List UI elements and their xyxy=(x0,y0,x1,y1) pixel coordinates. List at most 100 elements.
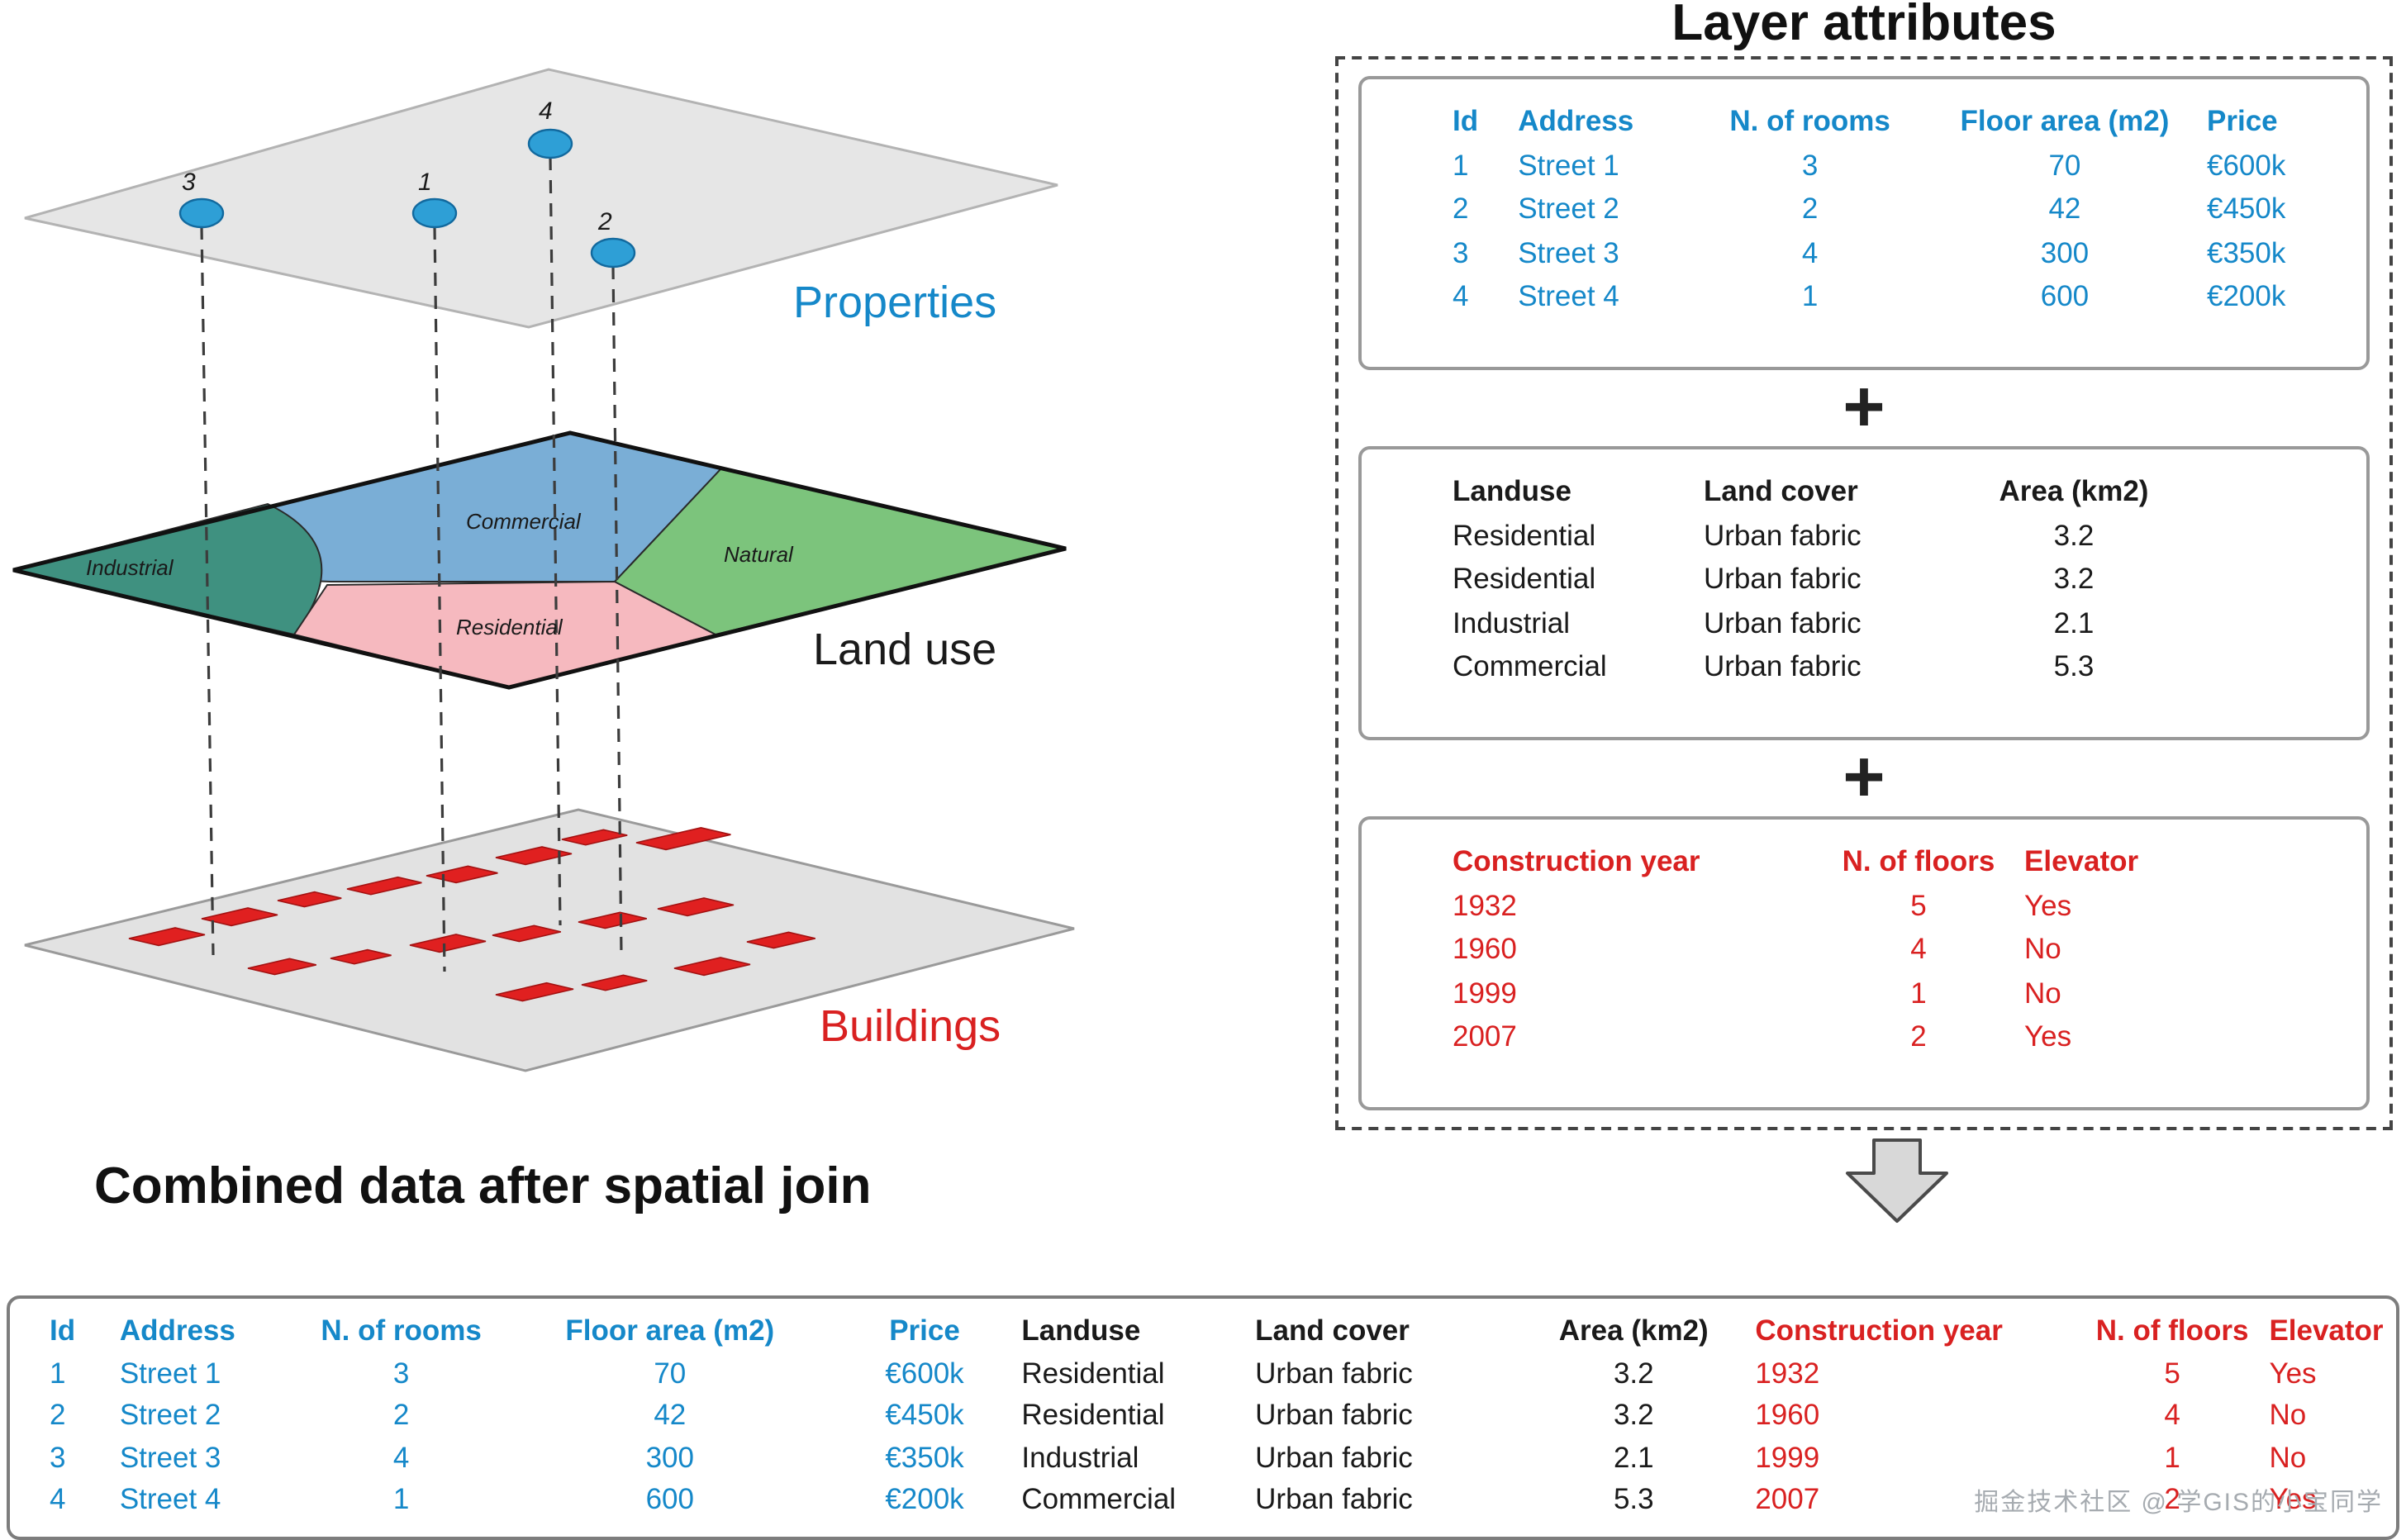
building-footprint xyxy=(330,948,392,965)
table-cell: 300 xyxy=(645,1440,694,1473)
table-cell: Urban fabric xyxy=(1255,1398,1413,1431)
table-cell: 3.2 xyxy=(2053,518,2095,551)
table-cell: 4 xyxy=(1801,235,1819,269)
table-cell: 1 xyxy=(1801,279,1819,312)
table-cell: Urban fabric xyxy=(1704,518,1862,551)
column-header: Landuse xyxy=(1453,474,1572,507)
table-cell: Yes xyxy=(2024,1020,2072,1053)
table-cell: 4 xyxy=(50,1482,66,1515)
property-point xyxy=(527,128,573,159)
column-header: Elevator xyxy=(2269,1314,2384,1347)
plus-sign: + xyxy=(1843,737,1885,818)
table-cell: 4 xyxy=(2164,1398,2180,1431)
table-cell: 1 xyxy=(2164,1440,2180,1473)
table-cell: €350k xyxy=(2207,235,2286,269)
table-cell: Street 3 xyxy=(1518,235,1619,269)
buildings-layer-label: Buildings xyxy=(820,1001,1001,1051)
table-cell: 2 xyxy=(1910,1020,1927,1053)
table-cell: Urban fabric xyxy=(1255,1356,1413,1389)
table-cell: 1 xyxy=(1453,148,1469,181)
table-cell: 3 xyxy=(1801,148,1819,181)
table-cell: €200k xyxy=(885,1482,964,1515)
table-row: Industrial Urban fabric 2.1 xyxy=(1453,601,2176,644)
table-cell: €450k xyxy=(885,1398,964,1431)
region-label-industrial: Industrial xyxy=(86,555,174,580)
building-footprint xyxy=(746,931,815,949)
table-cell: €600k xyxy=(2207,148,2286,181)
table-cell: 2.1 xyxy=(2053,606,2095,639)
column-header: N. of rooms xyxy=(321,1314,482,1347)
table-cell: Urban fabric xyxy=(1704,562,1862,595)
table-row: Commercial Urban fabric 5.3 xyxy=(1453,644,2176,688)
column-header: Id xyxy=(50,1314,76,1347)
table-row: Residential Urban fabric 3.2 xyxy=(1453,557,2176,601)
table-cell: 42 xyxy=(2048,192,2081,225)
layer-attributes-box: Id Address N. of rooms Floor area (m2) Price… xyxy=(1335,56,2393,1130)
plus-sign: + xyxy=(1843,367,1885,448)
region-label-commercial: Commercial xyxy=(466,509,582,534)
table-cell: 1 xyxy=(50,1356,66,1389)
table-cell: 4 xyxy=(392,1440,410,1473)
column-header: Land cover xyxy=(1255,1314,1410,1347)
region-label-natural: Natural xyxy=(724,542,794,567)
table-cell: 2.1 xyxy=(1613,1440,1654,1473)
join-dashed-lines xyxy=(200,156,623,972)
column-header: N. of floors xyxy=(2095,1314,2249,1347)
column-header: Address xyxy=(1518,104,1634,137)
table-cell: No xyxy=(2269,1440,2307,1473)
table-cell: €450k xyxy=(2207,192,2286,225)
landuse-plane-outline xyxy=(12,430,1067,690)
table-cell: Street 1 xyxy=(1518,148,1619,181)
table-cell: 5.3 xyxy=(2053,649,2095,682)
table-cell: 1 xyxy=(392,1482,410,1515)
property-point xyxy=(590,237,636,269)
building-footprints xyxy=(128,826,815,1002)
table-cell: Residential xyxy=(1021,1356,1165,1389)
join-line xyxy=(549,156,562,926)
watermark: 掘金技术社区 @ 学GIS的小宝同学 xyxy=(1974,1489,2383,1517)
table-row: 1932 5 Yes xyxy=(1453,883,2209,927)
table-row: 1999 1 No xyxy=(1453,971,2209,1015)
table-row: 1 Street 1 3 70 €600k Residential Urban fabric… xyxy=(50,1352,2386,1395)
table-row: 1 Street 1 3 70 €600k xyxy=(1453,143,2350,187)
table-cell: 1999 xyxy=(1453,976,1517,1009)
region-label-residential: Residential xyxy=(456,615,563,639)
join-line xyxy=(200,226,215,956)
table-row: 3 Street 3 4 300 €350k Industrial Urban fabric… xyxy=(50,1437,2386,1479)
table-cell: 1999 xyxy=(1755,1440,1820,1473)
column-header: Construction year xyxy=(1453,844,1700,877)
column-header: Construction year xyxy=(1755,1314,2003,1347)
table-row: 3 Street 3 4 300 €350k xyxy=(1453,231,2350,274)
table-cell: 1 xyxy=(1910,976,1927,1009)
building-footprint xyxy=(495,982,574,1002)
table-cell: 600 xyxy=(2040,279,2090,312)
building-footprint xyxy=(657,897,735,917)
column-header: Area (km2) xyxy=(1999,474,2149,507)
table-cell: 1932 xyxy=(1755,1356,1820,1389)
properties-attribute-table: Id Address N. of rooms Floor area (m2) Price… xyxy=(1358,76,2370,370)
table-cell: Commercial xyxy=(1453,649,1607,682)
table-row: 2 Street 2 2 42 €450k Residential Urban fabric… xyxy=(50,1395,2386,1437)
spatial-join-figure: 3 1 4 2 Industrial Commercial Natural Re… xyxy=(7,0,2399,1540)
table-cell: Street 4 xyxy=(1518,279,1619,312)
table-cell: €350k xyxy=(885,1440,964,1473)
table-cell: Industrial xyxy=(1453,606,1571,639)
building-footprint xyxy=(581,974,648,991)
combined-title: Combined data after spatial join xyxy=(94,1157,872,1214)
point-label: 3 xyxy=(182,169,196,196)
table-row: 2007 2 Yes xyxy=(1453,1015,2209,1058)
table-cell: 3 xyxy=(392,1356,410,1389)
building-footprint xyxy=(492,924,561,943)
table-cell: Commercial xyxy=(1021,1482,1177,1515)
building-footprint xyxy=(128,927,206,947)
column-header: Floor area (m2) xyxy=(565,1314,775,1347)
buildings-attribute-table: Construction year N. of floors Elevator 193… xyxy=(1358,816,2370,1110)
layers-diagram: 3 1 4 2 Industrial Commercial Natural Re… xyxy=(12,68,1075,1072)
column-header: Id xyxy=(1453,104,1479,137)
point-label: 4 xyxy=(539,97,553,125)
table-cell: Residential xyxy=(1453,518,1596,551)
building-footprint xyxy=(277,891,342,908)
property-points: 3 1 4 2 xyxy=(178,97,636,269)
column-header: N. of rooms xyxy=(1729,104,1890,137)
table-cell: 2 xyxy=(1453,192,1469,225)
